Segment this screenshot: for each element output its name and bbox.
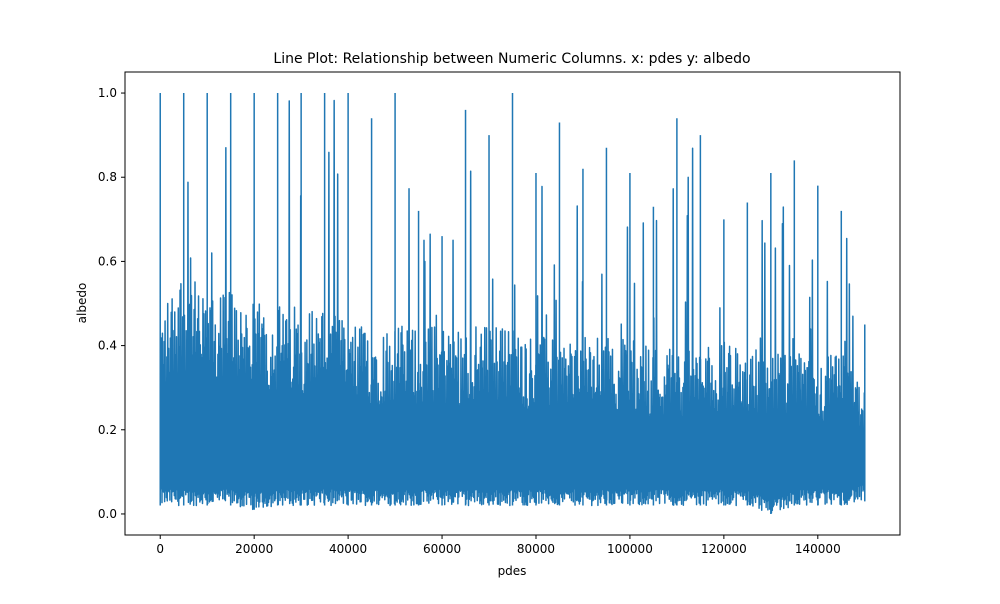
x-tick-label: 140000 [795, 542, 841, 556]
plot-area [124, 71, 901, 536]
x-tick-label: 0 [156, 542, 164, 556]
series-layer [159, 93, 866, 514]
x-tick-label: 20000 [235, 542, 273, 556]
y-tick-label: 1.0 [98, 86, 117, 100]
x-tick-label: 80000 [517, 542, 555, 556]
x-axis-label: pdes [498, 564, 527, 578]
axes-frame [124, 71, 901, 536]
x-tick-label: 120000 [701, 542, 747, 556]
y-axis-label: albedo [75, 283, 89, 324]
x-tick-label: 60000 [423, 542, 461, 556]
y-tick-label: 0.8 [98, 170, 117, 184]
x-axis: 0 20000 40000 60000 80000 100000 120000 140000 [156, 535, 841, 556]
y-tick-label: 0.0 [98, 507, 117, 521]
x-tick-label: 40000 [329, 542, 367, 556]
y-tick-label: 0.6 [98, 254, 117, 268]
chart-title: Line Plot: Relationship between Numeric … [273, 51, 750, 67]
x-tick-label: 100000 [607, 542, 653, 556]
y-tick-label: 0.4 [98, 339, 117, 353]
series-line [159, 93, 866, 514]
y-tick-label: 0.2 [98, 423, 117, 437]
y-axis: 0.0 0.2 0.4 0.6 0.8 1.0 [98, 86, 125, 521]
